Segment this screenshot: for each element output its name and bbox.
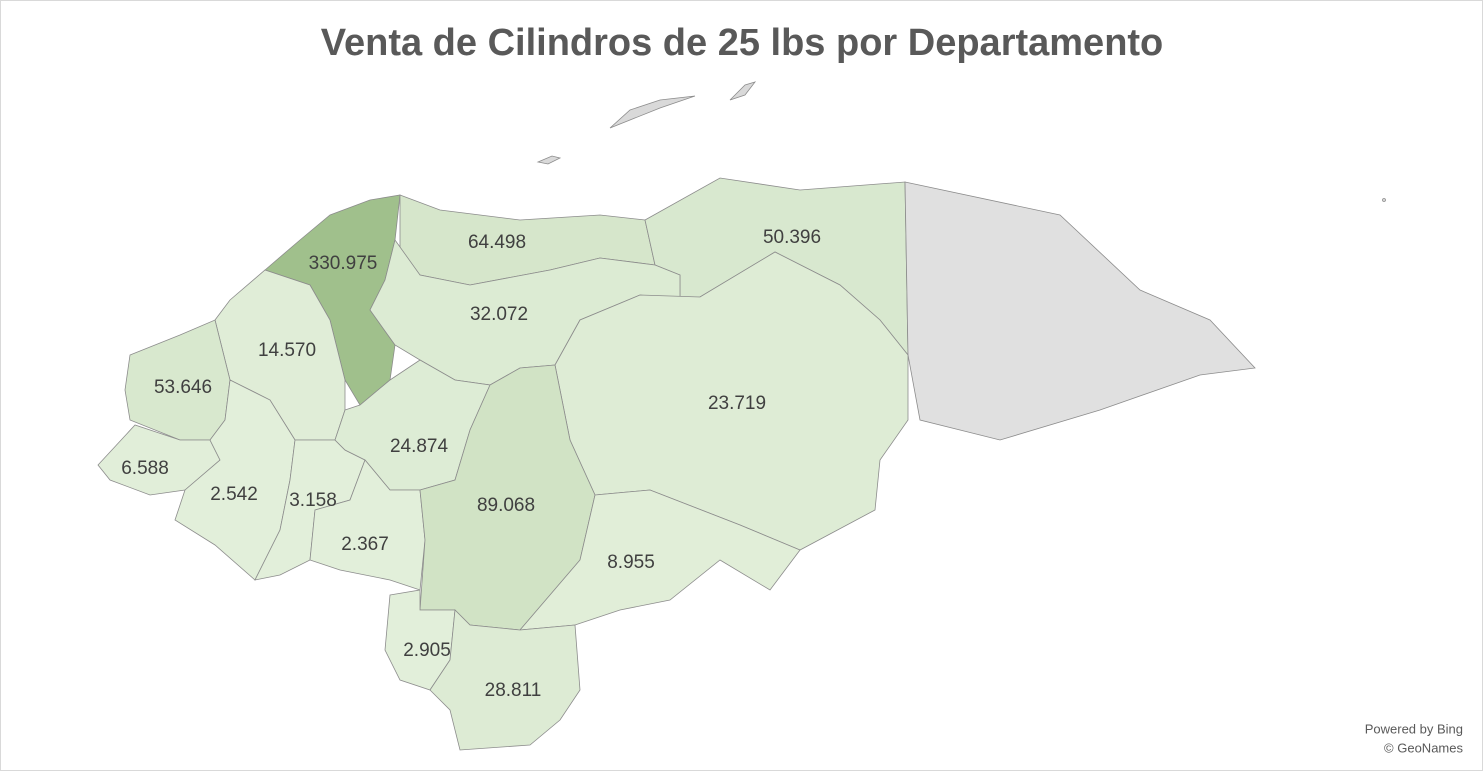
data-label: 50.396 — [763, 227, 821, 248]
attribution: Powered by Bing — [1365, 721, 1463, 736]
data-label: 6.588 — [121, 458, 169, 479]
data-label: 2.542 — [210, 484, 258, 505]
island — [729, 81, 757, 101]
data-label: 23.719 — [708, 393, 766, 414]
island — [609, 95, 696, 129]
data-label: 89.068 — [477, 495, 535, 516]
data-label: 330.975 — [309, 253, 378, 274]
data-label: 8.955 — [607, 552, 655, 573]
attribution: © GeoNames — [1384, 740, 1463, 755]
data-label: 32.072 — [470, 304, 528, 325]
data-label: 24.874 — [390, 436, 449, 457]
data-label: 53.646 — [154, 377, 212, 398]
data-label: 28.811 — [485, 680, 542, 701]
island — [1382, 198, 1386, 202]
region — [519, 489, 801, 631]
region — [904, 181, 1256, 441]
islands — [536, 81, 1386, 202]
data-label: 3.158 — [289, 490, 337, 511]
data-label: 64.498 — [468, 232, 526, 253]
data-label: 2.367 — [341, 534, 389, 555]
data-label: 2.905 — [403, 640, 451, 661]
island — [536, 155, 562, 165]
region — [429, 609, 581, 751]
data-label: 14.570 — [258, 340, 316, 361]
chart-title: Venta de Cilindros de 25 lbs por Departa… — [321, 22, 1164, 64]
